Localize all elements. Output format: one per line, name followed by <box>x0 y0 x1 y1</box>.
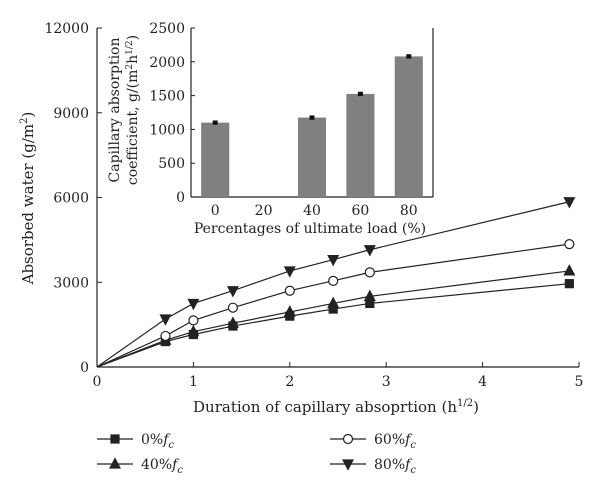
inset-chart: 0 500 1000 1500 2000 2500 0 20 40 60 80 <box>149 21 434 219</box>
data-point-triangle-up <box>187 324 200 337</box>
main-x-tick-label: 0 <box>93 374 102 390</box>
data-point-triangle-down <box>563 197 576 209</box>
inset-bar <box>394 56 423 197</box>
data-point-triangle-up <box>283 305 296 317</box>
series-3 <box>96 197 576 368</box>
main-y-tick-label: 9000 <box>53 106 89 122</box>
inset-x-tick-label: 0 <box>211 203 220 219</box>
data-point-square <box>564 279 574 289</box>
main-x-tick-label: 5 <box>575 374 584 390</box>
inset-error-cap <box>357 91 363 97</box>
inset-y-tick-label: 1500 <box>149 89 185 105</box>
inset-x-axis-label: Percentages of ultimate load (%) <box>194 221 426 237</box>
legend-item-1: 40%fc <box>97 457 183 476</box>
inset-bar <box>201 122 230 197</box>
series-line-1 <box>96 270 570 368</box>
main-x-tick-label: 3 <box>382 374 391 390</box>
main-x-axis-label: Duration of capillary absoprtion (h1/2) <box>193 398 479 416</box>
inset-y-tick-label: 2000 <box>149 55 185 71</box>
legend-label: 80%fc <box>374 457 416 476</box>
main-y-tick-label: 12000 <box>44 21 89 37</box>
inset-y-tick-label: 1000 <box>149 122 185 138</box>
main-y-axis-label: Absorbed water (g/m2) <box>19 112 37 286</box>
inset-x-tick-label: 40 <box>303 203 321 219</box>
series-2 <box>96 239 575 368</box>
inset-y-tick-label: 0 <box>176 190 185 206</box>
series-1 <box>96 264 576 368</box>
legend-label: 40%fc <box>141 457 183 476</box>
inset-bar <box>297 117 327 197</box>
legend-marker-triangle-up <box>109 457 121 469</box>
data-point-circle <box>160 330 171 342</box>
legend: 0%fc 60%fc 40%fc 80%fc <box>97 432 416 476</box>
data-point-triangle-down <box>187 298 200 311</box>
data-point-circle <box>328 275 339 286</box>
legend-label: 60%fc <box>374 432 416 451</box>
inset-error-cap <box>406 54 412 59</box>
legend-label: 0%fc <box>141 432 174 451</box>
data-point-circle <box>364 267 375 278</box>
main-x-tick-label: 2 <box>285 374 294 390</box>
data-point-triangle-up <box>363 289 376 301</box>
legend-item-0: 0%fc <box>97 432 174 451</box>
main-series-group <box>96 197 576 368</box>
inset-bar <box>346 93 375 197</box>
main-y-tick-label: 0 <box>80 360 89 376</box>
data-point-triangle-down <box>159 314 172 326</box>
inset-y-axis-label-line2: coefficient, g/(m2h1/2) <box>125 35 141 185</box>
legend-marker-circle <box>342 433 354 445</box>
data-point-triangle-up <box>563 264 576 276</box>
data-point-circle <box>188 315 199 326</box>
data-point-triangle-down <box>283 266 296 278</box>
data-point-circle <box>284 285 295 296</box>
main-y-tick-label: 6000 <box>53 191 89 207</box>
series-0 <box>96 279 574 368</box>
main-x-tick-label: 4 <box>478 374 487 390</box>
legend-marker-triangle-down <box>342 459 354 471</box>
series-line-0 <box>96 283 570 368</box>
legend-item-3: 80%fc <box>330 457 416 476</box>
data-point-triangle-down <box>363 245 376 257</box>
data-point-triangle-up <box>327 296 340 309</box>
series-line-2 <box>96 243 570 368</box>
inset-error-cap <box>309 115 315 120</box>
inset-x-tick-label: 20 <box>255 203 273 219</box>
inset-y-axis-label-line1: Capillary absorption <box>107 38 123 183</box>
data-point-circle <box>564 239 575 250</box>
inset-y-tick-label: 2500 <box>149 21 185 37</box>
data-point-triangle-down <box>226 286 239 298</box>
legend-marker-square <box>110 434 120 444</box>
main-y-tick-label: 3000 <box>53 275 89 291</box>
legend-item-2: 60%fc <box>330 432 416 451</box>
data-point-circle <box>227 302 239 313</box>
data-point-triangle-down <box>327 255 340 267</box>
inset-x-tick-label: 60 <box>351 203 369 219</box>
inset-x-tick-label: 80 <box>400 203 418 219</box>
main-x-tick-label: 1 <box>189 374 198 390</box>
inset-error-cap <box>212 120 218 125</box>
data-point-triangle-up <box>226 316 239 328</box>
inset-y-tick-label: 500 <box>158 156 185 172</box>
